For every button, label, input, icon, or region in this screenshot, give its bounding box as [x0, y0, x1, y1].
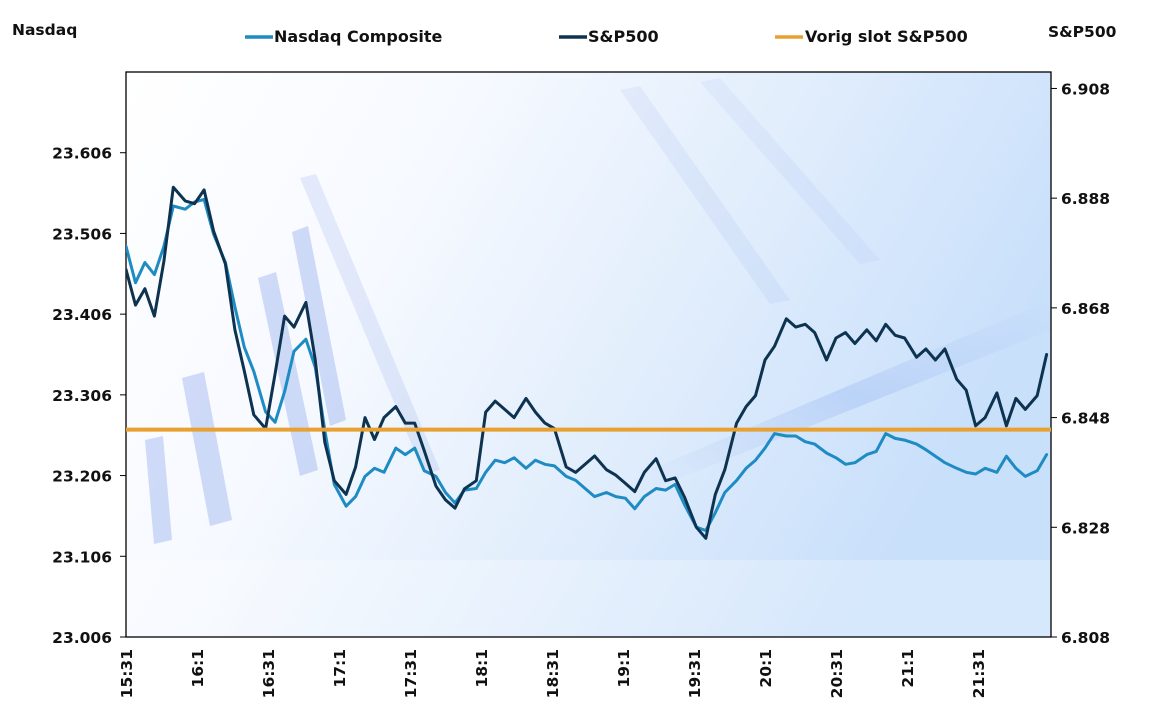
left-tick-label: 23.306: [52, 387, 112, 405]
left-axis: 23.006 23.106 23.206 23.306 23.406 23.506 23.6…: [52, 145, 126, 647]
series-line-s-p500: [126, 185, 1049, 540]
legend-label-nasdaq-composite: Nasdaq Composite: [274, 27, 442, 46]
left-tick-label: 23.106: [52, 548, 112, 566]
legend: Nasdaq Composite S&P500 Vorig slot S&P50…: [245, 27, 968, 46]
left-tick-label: 23.506: [52, 225, 112, 243]
right-tick-label: 6.868: [1061, 300, 1110, 318]
right-axis-title: S&P500: [1048, 23, 1117, 41]
x-tick-label: 20:31: [828, 649, 846, 698]
right-tick-label: 6.828: [1061, 519, 1110, 537]
x-tick-label: 21:31: [970, 649, 988, 698]
x-tick-label: 17:1: [331, 649, 349, 688]
series-layer: [126, 185, 1051, 540]
series-line-nasdaq-composite: [126, 198, 1049, 532]
plot-area-frame: [125, 71, 1052, 638]
legend-label-sp500: S&P500: [588, 27, 659, 46]
x-tick-label: 16:31: [260, 649, 278, 698]
plot-background: [126, 72, 1051, 637]
x-tick-label: 21:1: [899, 649, 917, 688]
x-tick-label: 19:1: [615, 649, 633, 688]
x-tick-label: 20:1: [757, 649, 775, 688]
right-tick-label: 6.908: [1061, 80, 1110, 98]
x-tick-label: 16:1: [189, 649, 207, 688]
x-tick-label: 18:1: [473, 649, 491, 688]
left-tick-label: 23.006: [52, 629, 112, 647]
legend-label-vorig-slot: Vorig slot S&P500: [805, 27, 968, 46]
right-tick-label: 6.888: [1061, 190, 1110, 208]
right-tick-label: 6.848: [1061, 410, 1110, 428]
right-axis: 6.808 6.828 6.848 6.868 6.888 6.908: [1051, 80, 1110, 647]
x-tick-label: 17:31: [402, 649, 420, 698]
left-tick-label: 23.406: [52, 306, 112, 324]
x-tick-label: 19:31: [686, 649, 704, 698]
left-tick-label: 23.606: [52, 145, 112, 163]
left-tick-label: 23.206: [52, 468, 112, 486]
x-tick-label: 15:31: [118, 649, 136, 698]
right-tick-label: 6.808: [1061, 629, 1110, 647]
x-tick-label: 18:31: [544, 649, 562, 698]
left-axis-title: Nasdaq: [12, 21, 77, 39]
x-axis: 15:31 16:1 16:31 17:1 17:31 18:1 18:31 19:1 19:3…: [118, 649, 988, 698]
